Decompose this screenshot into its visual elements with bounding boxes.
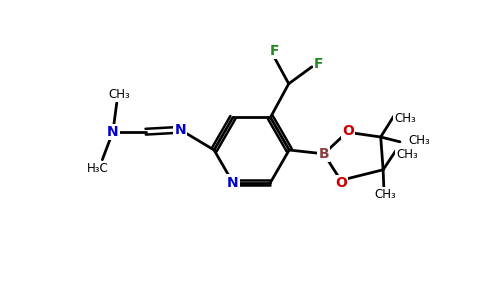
- Text: N: N: [107, 125, 119, 139]
- Text: O: O: [342, 124, 354, 138]
- Text: CH₃: CH₃: [375, 188, 396, 201]
- Text: CH₃: CH₃: [408, 134, 430, 147]
- Text: N: N: [227, 176, 239, 190]
- Text: H₃C: H₃C: [87, 162, 108, 175]
- Text: N: N: [175, 123, 186, 137]
- Text: F: F: [270, 44, 279, 58]
- Text: CH₃: CH₃: [396, 148, 418, 161]
- Text: CH₃: CH₃: [394, 112, 416, 125]
- Text: F: F: [314, 58, 323, 71]
- Text: CH₃: CH₃: [108, 88, 130, 100]
- Text: B: B: [318, 147, 329, 161]
- Text: O: O: [335, 176, 347, 190]
